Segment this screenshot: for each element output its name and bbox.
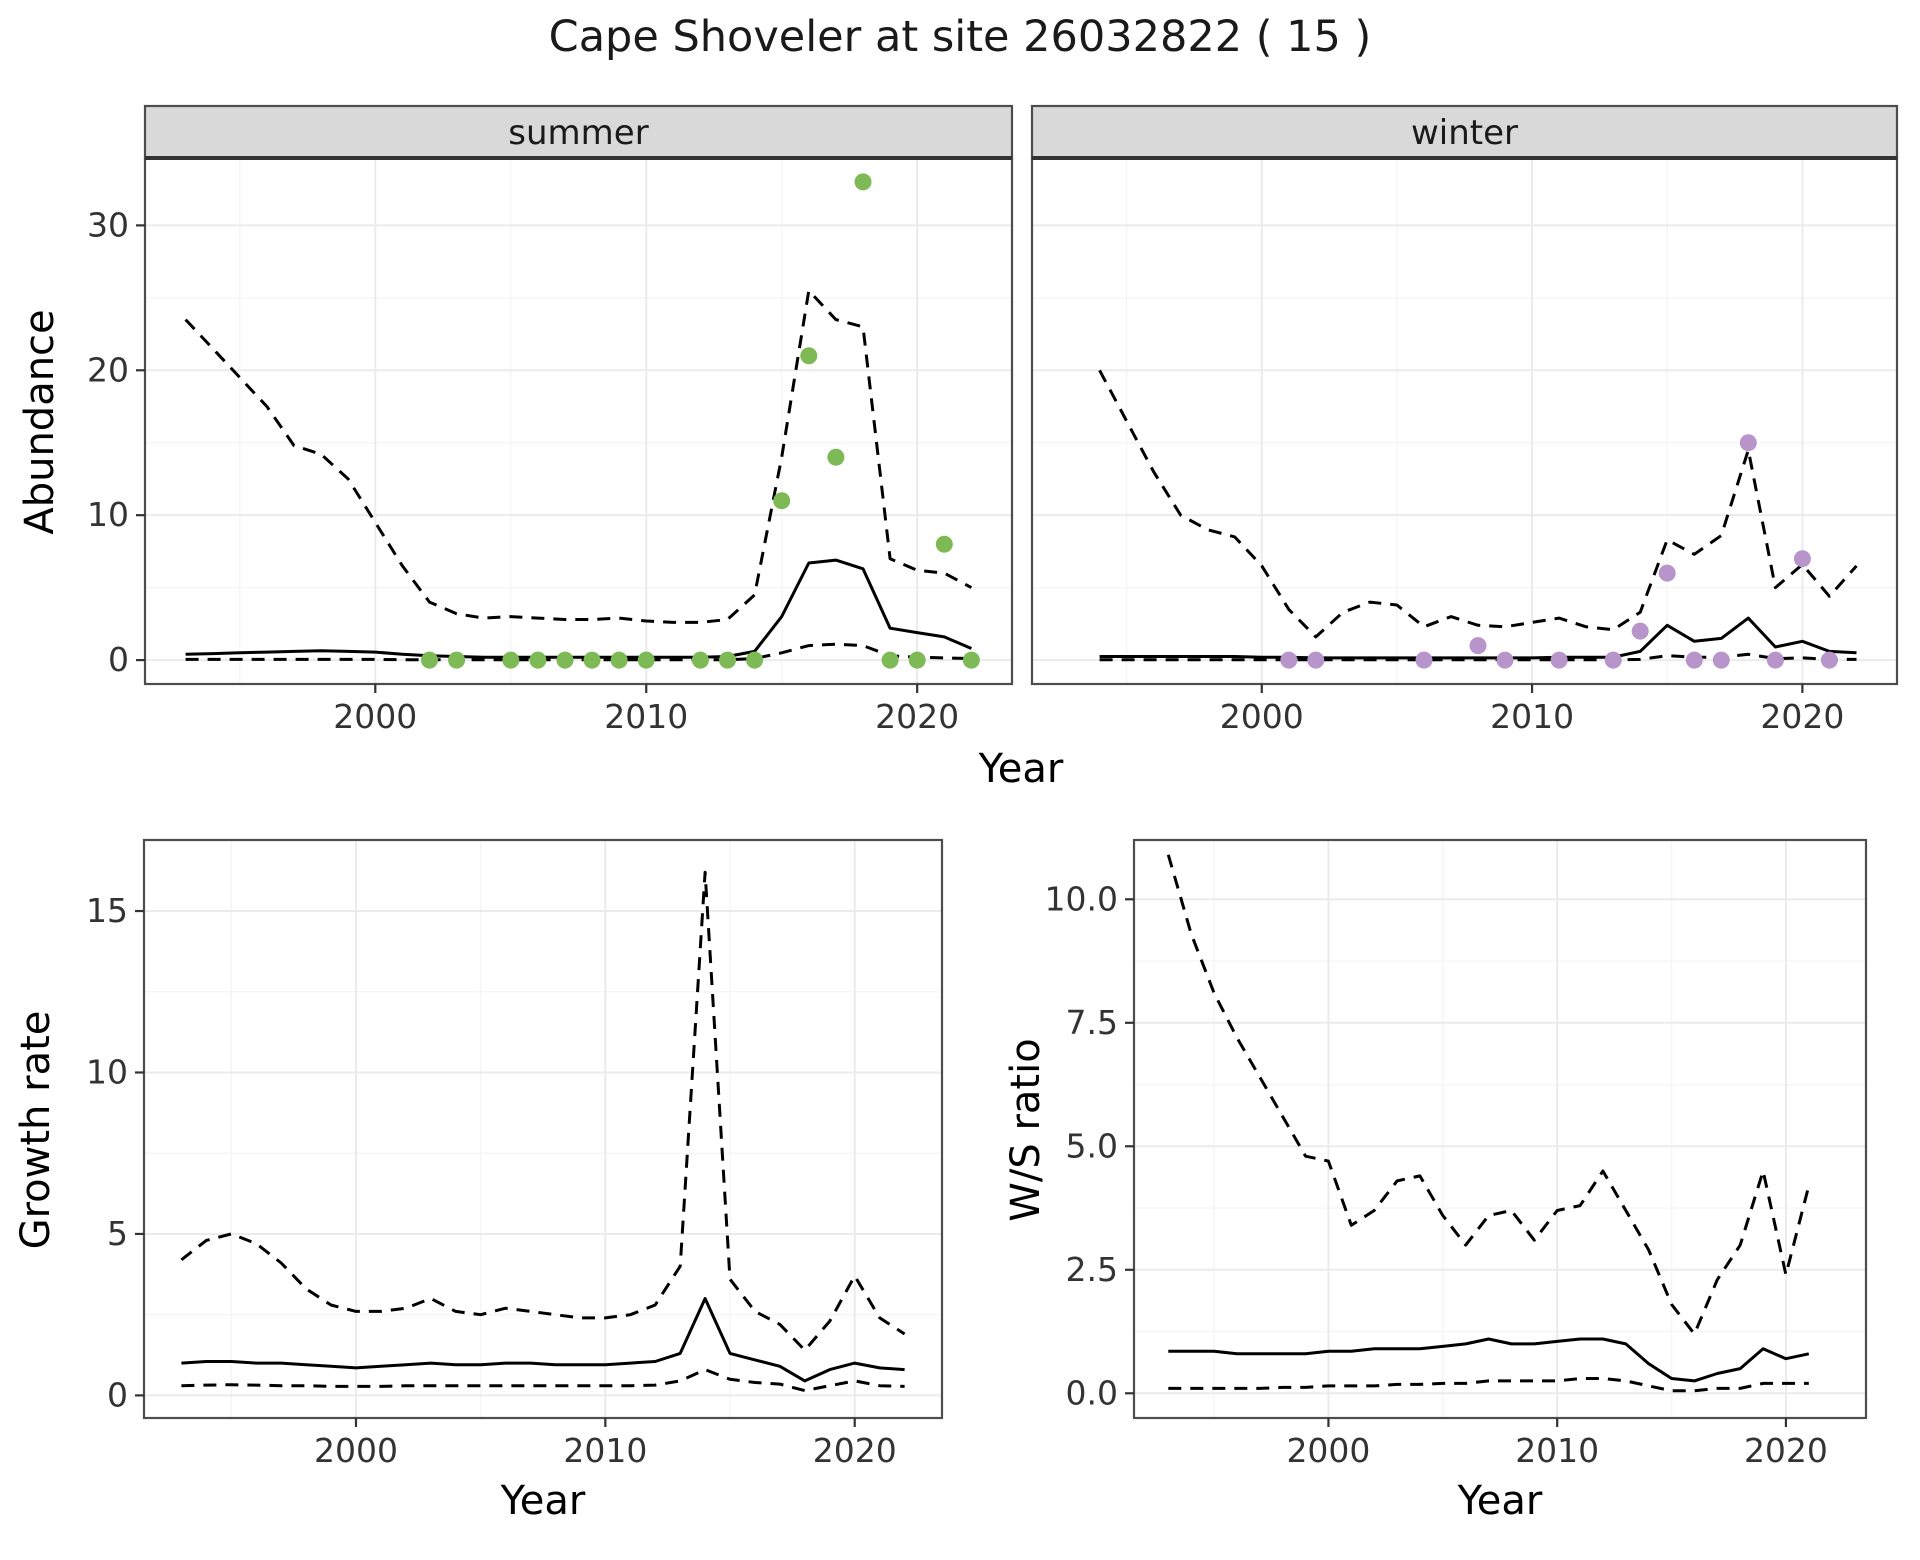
abundance-winter-median-line xyxy=(1099,616,1857,660)
abundance-summer-ytick-label: 0 xyxy=(108,640,129,679)
ws-ratio-axis-title: W/S ratio xyxy=(1003,1038,1049,1222)
ws-ratio-ytick-label: 5.0 xyxy=(1066,1126,1118,1165)
abundance-summer-facet-strip xyxy=(143,104,1014,160)
year-axis-title-top: Year xyxy=(978,746,1064,792)
abundance-summer-ytick-label: 30 xyxy=(87,205,129,244)
ws-ratio-ytick-label: 10.0 xyxy=(1045,879,1118,918)
growth-rate-lower-ci-line xyxy=(181,1368,905,1393)
growth-rate-ytick-label: 5 xyxy=(107,1214,128,1253)
growth-rate-xtick-label: 2010 xyxy=(563,1431,647,1470)
abundance-summer-panel xyxy=(145,158,1012,684)
ws-ratio-lower-ci-line xyxy=(1168,1377,1809,1393)
abundance-summer-observed-point xyxy=(908,651,926,669)
abundance-winter-observed-point xyxy=(1604,651,1622,669)
abundance-summer-observed-point xyxy=(746,651,764,669)
growth-rate-xtick-label: 2000 xyxy=(314,1431,398,1470)
abundance-summer-observed-point xyxy=(881,651,899,669)
year-axis-title-ws: Year xyxy=(1457,1478,1543,1524)
abundance-winter-xtick-label: 2010 xyxy=(1490,697,1574,736)
abundance-winter-observed-point xyxy=(1469,637,1487,655)
abundance-winter-observed-point xyxy=(1631,622,1649,640)
abundance-summer-observed-point xyxy=(691,651,709,669)
abundance-summer-observed-point xyxy=(935,535,953,553)
abundance-winter-xtick-label: 2000 xyxy=(1220,697,1304,736)
abundance-summer-observed-point xyxy=(773,492,791,510)
abundance-winter-panel xyxy=(1032,158,1897,684)
growth-ws-charts: 2000 2010 2020 0 5 10 15 2000 2010 2020 0.0 2.5 5.0 7… xyxy=(86,838,1868,1470)
ws-ratio-xtick-label: 2010 xyxy=(1515,1431,1599,1470)
growth-rate-axis-title: Growth rate xyxy=(13,1010,59,1250)
abundance-winter-xtick-label: 2020 xyxy=(1760,697,1844,736)
ws-ratio-xtick-label: 2000 xyxy=(1286,1431,1370,1470)
growth-rate-panel xyxy=(144,840,942,1418)
abundance-summer-upper-ci-line xyxy=(184,289,973,624)
abundance-summer-xtick-label: 2010 xyxy=(604,697,688,736)
abundance-summer-observed-point xyxy=(719,651,736,669)
ws-ratio-ytick-label: 0.0 xyxy=(1066,1373,1118,1412)
ws-ratio-ytick-label: 7.5 xyxy=(1066,1003,1118,1042)
abundance-summer-observed-point xyxy=(502,651,520,669)
abundance-summer-observed-point xyxy=(854,173,872,191)
abundance-summer-observed-point xyxy=(827,448,845,466)
ws-ratio-median-line xyxy=(1168,1337,1810,1383)
abundance-summer-observed-point xyxy=(556,651,574,669)
ws-ratio-ytick-label: 2.5 xyxy=(1066,1250,1118,1289)
growth-rate-ytick-label: 10 xyxy=(86,1052,128,1091)
abundance-axis-title: Abundance xyxy=(17,309,63,535)
abundance-summer-observed-point xyxy=(800,347,818,365)
chart-title: Cape Shoveler at site 26032822 ( 15 ) xyxy=(548,12,1372,62)
abundance-winter-observed-point xyxy=(1793,550,1811,568)
growth-rate-ytick-label: 15 xyxy=(86,891,128,930)
abundance-summer-observed-point xyxy=(637,651,655,669)
abundance-winter-observed-point xyxy=(1658,564,1676,582)
abundance-summer-observed-point xyxy=(421,651,438,669)
abundance-winter-observed-point xyxy=(1820,651,1838,669)
growth-rate-ytick-label: 0 xyxy=(107,1375,128,1414)
abundance-summer-observed-point xyxy=(610,651,628,669)
abundance-facet-charts: 2000 2010 2020 0 10 20 30 summer 2000 2010 2020 win… xyxy=(87,104,1899,736)
abundance-summer-observed-point xyxy=(962,651,980,669)
abundance-summer-xtick-label: 2020 xyxy=(875,697,959,736)
abundance-winter-observed-point xyxy=(1739,434,1757,452)
abundance-winter-observed-point xyxy=(1550,651,1568,669)
ws-ratio-upper-ci-line xyxy=(1166,854,1811,1336)
growth-rate-xtick-label: 2020 xyxy=(813,1431,897,1470)
abundance-winter-observed-point xyxy=(1415,651,1433,669)
abundance-winter-facet-label: winter xyxy=(1411,113,1518,153)
abundance-summer-observed-point xyxy=(529,651,547,669)
year-axis-title-growth: Year xyxy=(500,1478,586,1524)
abundance-summer-ytick-label: 10 xyxy=(87,495,129,534)
abundance-winter-observed-point xyxy=(1496,651,1514,669)
abundance-winter-observed-point xyxy=(1685,651,1703,669)
growth-rate-median-line xyxy=(181,1297,905,1383)
abundance-summer-xtick-label: 2000 xyxy=(333,697,417,736)
ws-ratio-border xyxy=(1132,838,1868,1420)
abundance-winter-lower-ci-line xyxy=(1099,652,1857,662)
growth-rate-border xyxy=(142,838,944,1420)
abundance-summer-facet-label: summer xyxy=(508,113,648,153)
abundance-winter-observed-point xyxy=(1712,651,1730,669)
abundance-summer-observed-point xyxy=(448,651,466,669)
abundance-summer-ytick-label: 20 xyxy=(87,350,129,389)
abundance-winter-facet-strip xyxy=(1030,104,1899,160)
abundance-winter-upper-ci-line xyxy=(1098,369,1858,639)
growth-rate-upper-ci-line xyxy=(180,870,906,1352)
ws-ratio-xtick-label: 2020 xyxy=(1744,1431,1828,1470)
ws-ratio-panel xyxy=(1134,840,1866,1418)
abundance-winter-observed-point xyxy=(1307,651,1325,669)
abundance-winter-observed-point xyxy=(1766,651,1784,669)
abundance-summer-observed-point xyxy=(583,651,601,669)
abundance-summer-median-line xyxy=(185,558,972,659)
abundance-winter-observed-point xyxy=(1280,651,1298,669)
